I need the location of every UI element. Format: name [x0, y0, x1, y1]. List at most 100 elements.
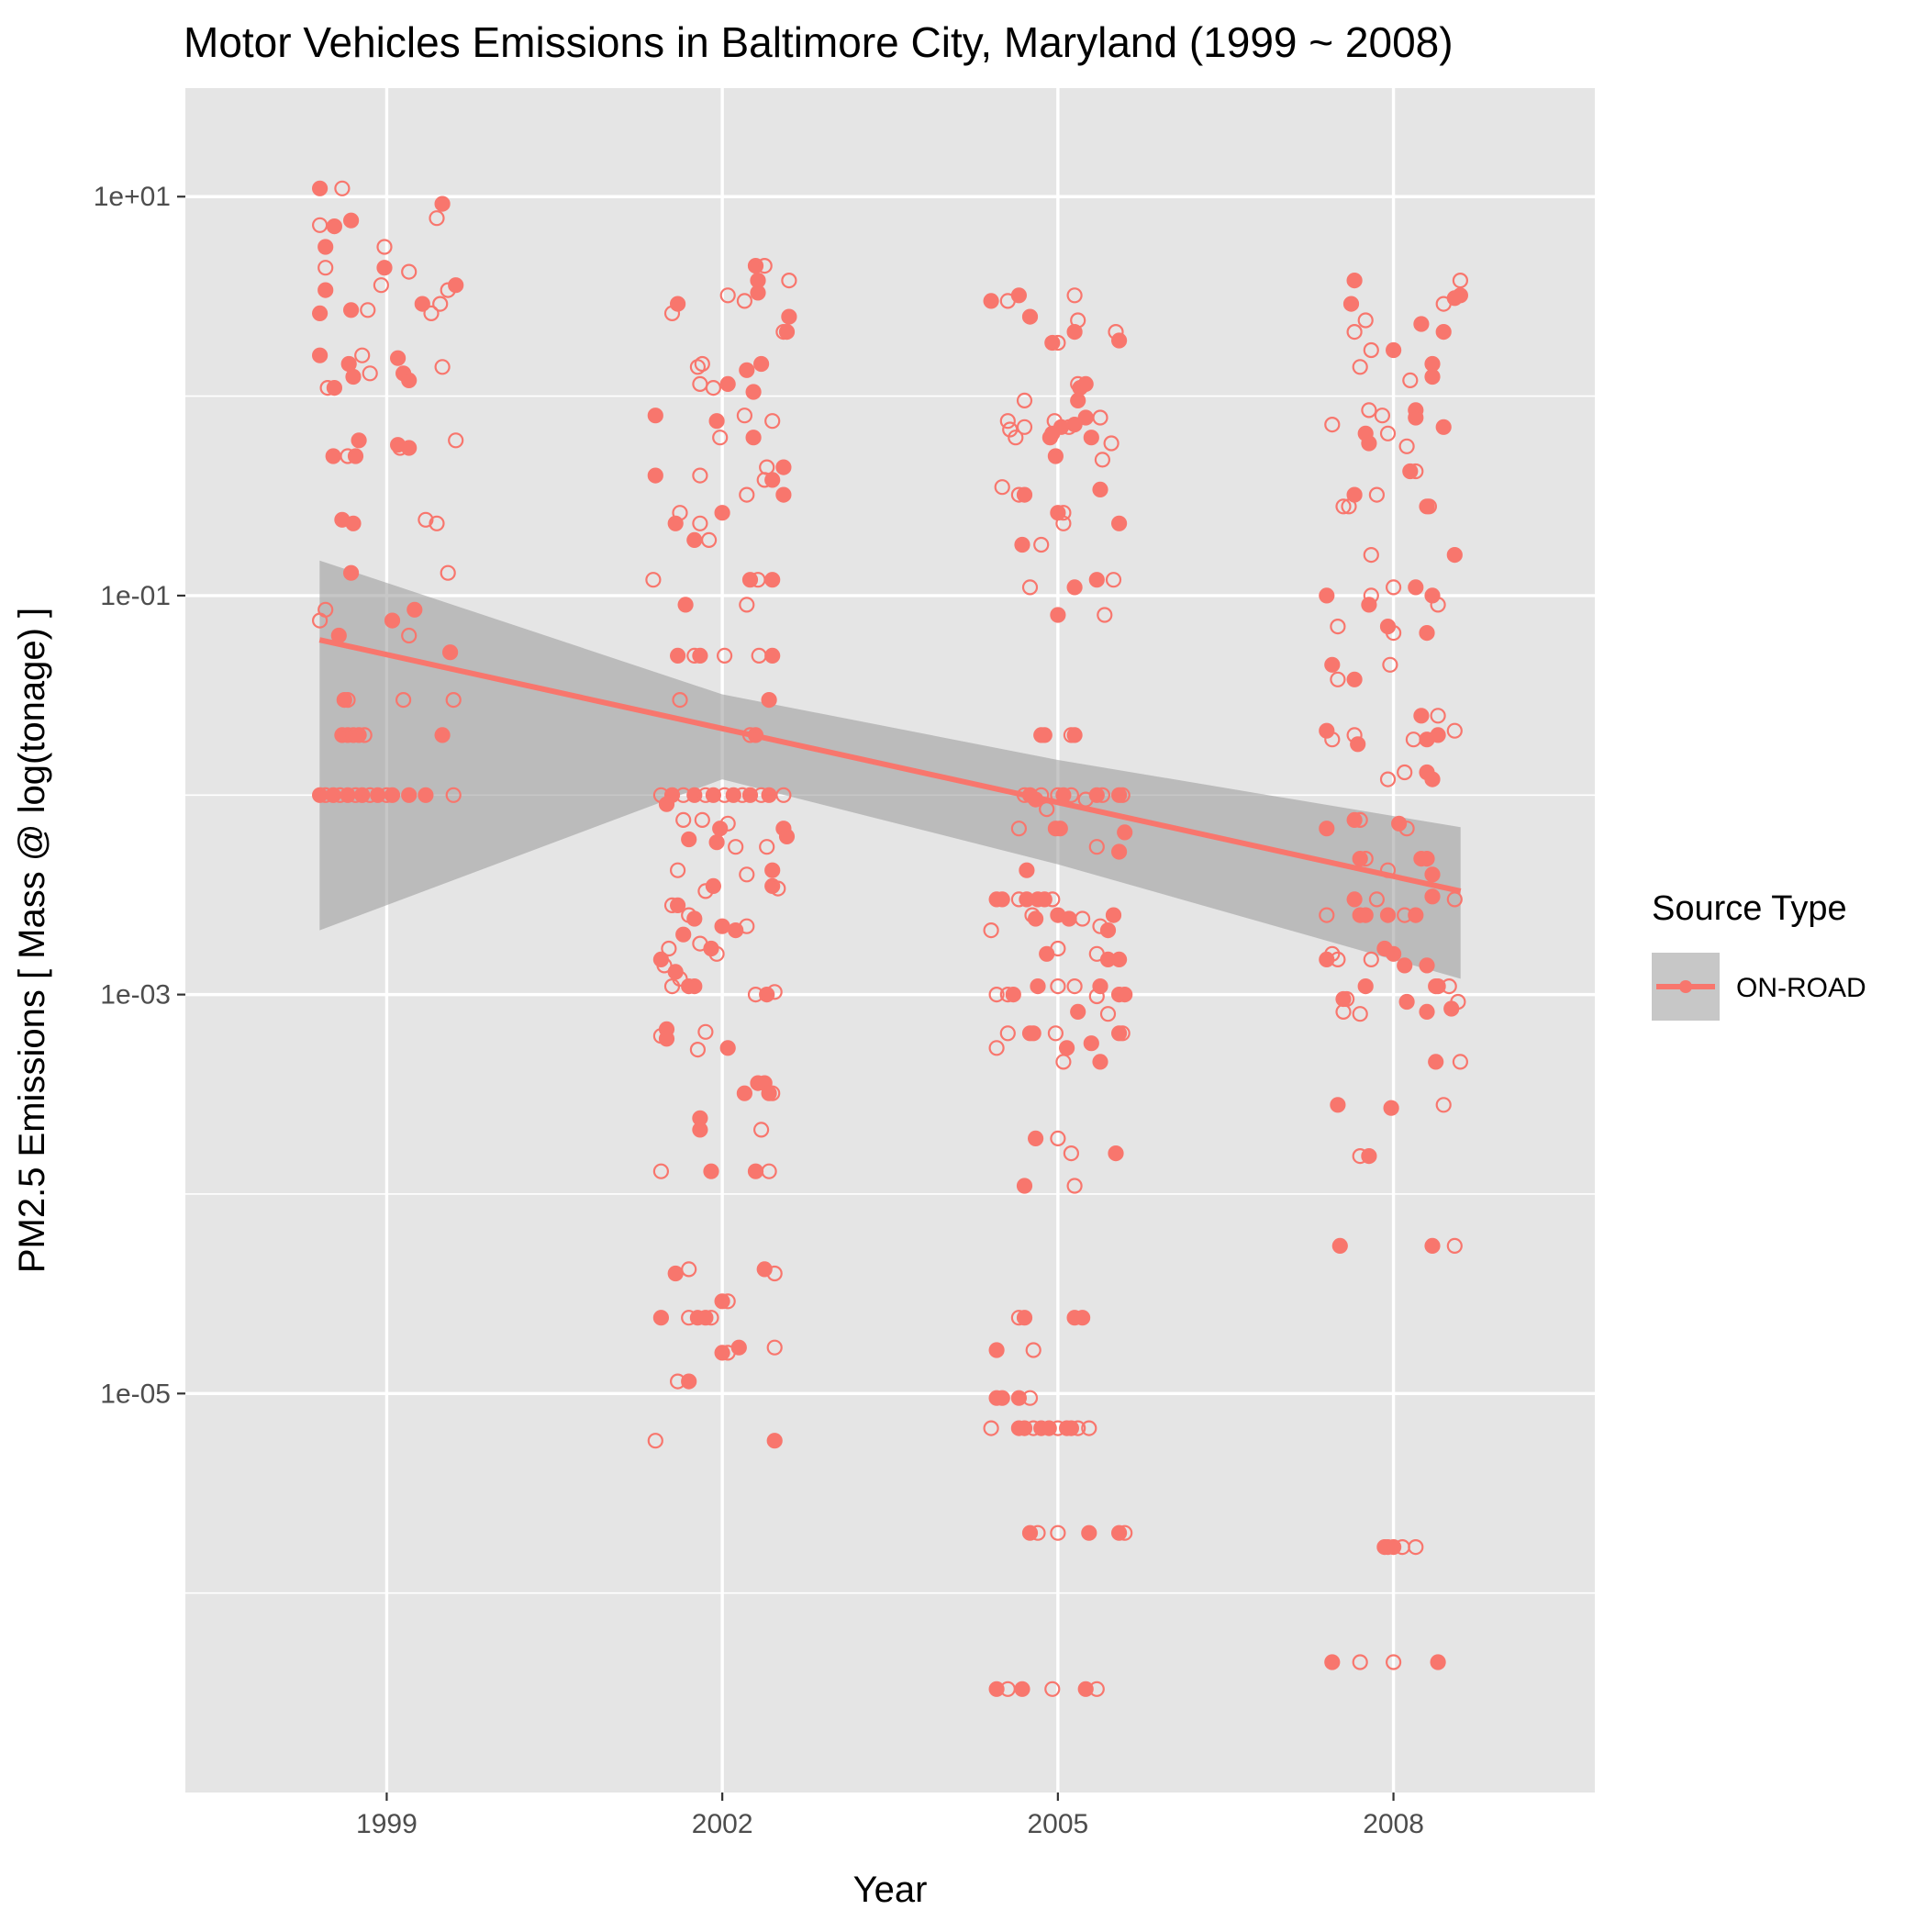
data-point-filled: [1110, 787, 1128, 803]
data-point-open: [1335, 1003, 1352, 1021]
data-point-open: [373, 277, 389, 294]
data-point-open: [356, 727, 373, 743]
data-point-filled: [686, 977, 703, 995]
data-point-open: [448, 432, 464, 449]
data-point-open: [703, 1310, 719, 1326]
data-point-filled: [714, 1345, 730, 1361]
data-point-open: [647, 1433, 663, 1449]
data-point-filled: [1398, 993, 1415, 1011]
data-point-filled: [1424, 888, 1441, 905]
data-point-open: [766, 1339, 783, 1356]
data-point-open: [1016, 392, 1033, 408]
data-point-open: [1088, 839, 1105, 855]
data-point-filled: [1066, 324, 1083, 341]
data-point-open: [983, 921, 999, 939]
data-point-filled: [345, 515, 362, 531]
data-point-open: [1420, 498, 1438, 515]
data-point-filled: [1335, 990, 1352, 1008]
data-point-filled: [1110, 951, 1128, 968]
data-point-open: [694, 355, 710, 373]
data-point-open: [739, 918, 755, 934]
data-point-open: [663, 897, 681, 914]
data-point-filled: [1330, 1097, 1346, 1113]
data-point-open: [1050, 977, 1066, 995]
data-point-filled: [1379, 907, 1397, 923]
data-point-filled: [1357, 977, 1374, 995]
data-point-open: [770, 880, 786, 897]
data-point-open: [1066, 287, 1083, 304]
data-point-filled: [376, 260, 393, 276]
data-points: [312, 180, 1469, 1697]
data-point-filled: [325, 448, 341, 464]
data-point-filled: [1110, 1524, 1128, 1541]
data-point-open: [1055, 1054, 1072, 1070]
data-point-filled: [681, 1373, 697, 1390]
data-point-filled: [1110, 332, 1128, 349]
data-point-open: [781, 273, 797, 289]
data-point-open: [675, 811, 692, 829]
data-point-open: [766, 1265, 783, 1282]
data-point-filled: [669, 647, 686, 664]
data-point-filled: [983, 293, 999, 309]
data-point-filled: [708, 413, 725, 430]
data-point-open: [1408, 463, 1424, 480]
data-point-filled: [730, 1339, 747, 1356]
data-point-filled: [1016, 486, 1033, 503]
data-point-open: [1352, 359, 1368, 375]
data-point-open: [312, 612, 329, 629]
data-point-filled: [703, 1163, 719, 1179]
data-point-open: [1408, 1538, 1424, 1556]
y-axis-title: PM2.5 Emissions [ Mass @ log(tonage) ]: [12, 608, 52, 1273]
y-tick-label: 1e-01: [100, 581, 171, 611]
data-point-filled: [1346, 891, 1363, 908]
data-point-filled: [778, 324, 796, 341]
data-point-open: [392, 440, 408, 456]
data-point-filled: [1383, 1100, 1399, 1116]
data-point-open: [983, 1420, 999, 1436]
legend: Source Type ON-ROAD: [1652, 889, 1866, 1021]
data-point-filled: [697, 1310, 714, 1326]
data-point-open: [1047, 1025, 1064, 1042]
data-point-open: [1044, 891, 1061, 908]
data-point-open: [1066, 1178, 1083, 1194]
data-point-filled: [714, 505, 730, 521]
data-point-filled: [384, 612, 401, 629]
data-point-open: [1008, 430, 1024, 446]
data-point-filled: [686, 787, 703, 803]
data-point-open: [1044, 1681, 1061, 1697]
data-point-filled: [1110, 843, 1128, 860]
data-point-open: [1330, 618, 1346, 635]
data-point-filled: [781, 308, 797, 325]
data-point-filled: [1044, 334, 1061, 352]
data-point-open: [708, 945, 725, 962]
data-point-filled: [1324, 656, 1341, 673]
data-point-filled: [1030, 977, 1046, 995]
data-point-open: [1363, 951, 1379, 968]
data-point-filled: [1419, 1003, 1435, 1021]
data-point-open: [1357, 850, 1374, 867]
data-point-filled: [1117, 986, 1133, 1003]
data-point-filled: [1408, 907, 1424, 923]
data-point-filled: [1025, 1025, 1041, 1042]
data-point-filled: [686, 531, 703, 549]
data-point-filled: [1110, 1025, 1128, 1042]
data-point-filled: [317, 239, 334, 255]
data-point-open: [1398, 821, 1415, 837]
data-point-open: [700, 531, 718, 549]
data-point-open: [1368, 891, 1386, 908]
data-point-filled: [1010, 287, 1028, 304]
data-point-filled: [1413, 316, 1430, 332]
data-point-open: [1016, 419, 1033, 435]
data-point-open: [1002, 421, 1019, 438]
data-point-filled: [1005, 986, 1021, 1003]
data-point-open: [1099, 1006, 1117, 1022]
data-point-filled: [343, 564, 360, 581]
data-point-filled: [677, 597, 694, 613]
data-point-open: [1063, 787, 1080, 803]
data-point-open: [1446, 722, 1463, 739]
data-point-filled: [1428, 1054, 1444, 1070]
data-point-filled: [1014, 1681, 1030, 1697]
data-point-open: [401, 627, 418, 644]
data-point-open: [340, 691, 356, 709]
data-point-filled: [343, 302, 360, 318]
